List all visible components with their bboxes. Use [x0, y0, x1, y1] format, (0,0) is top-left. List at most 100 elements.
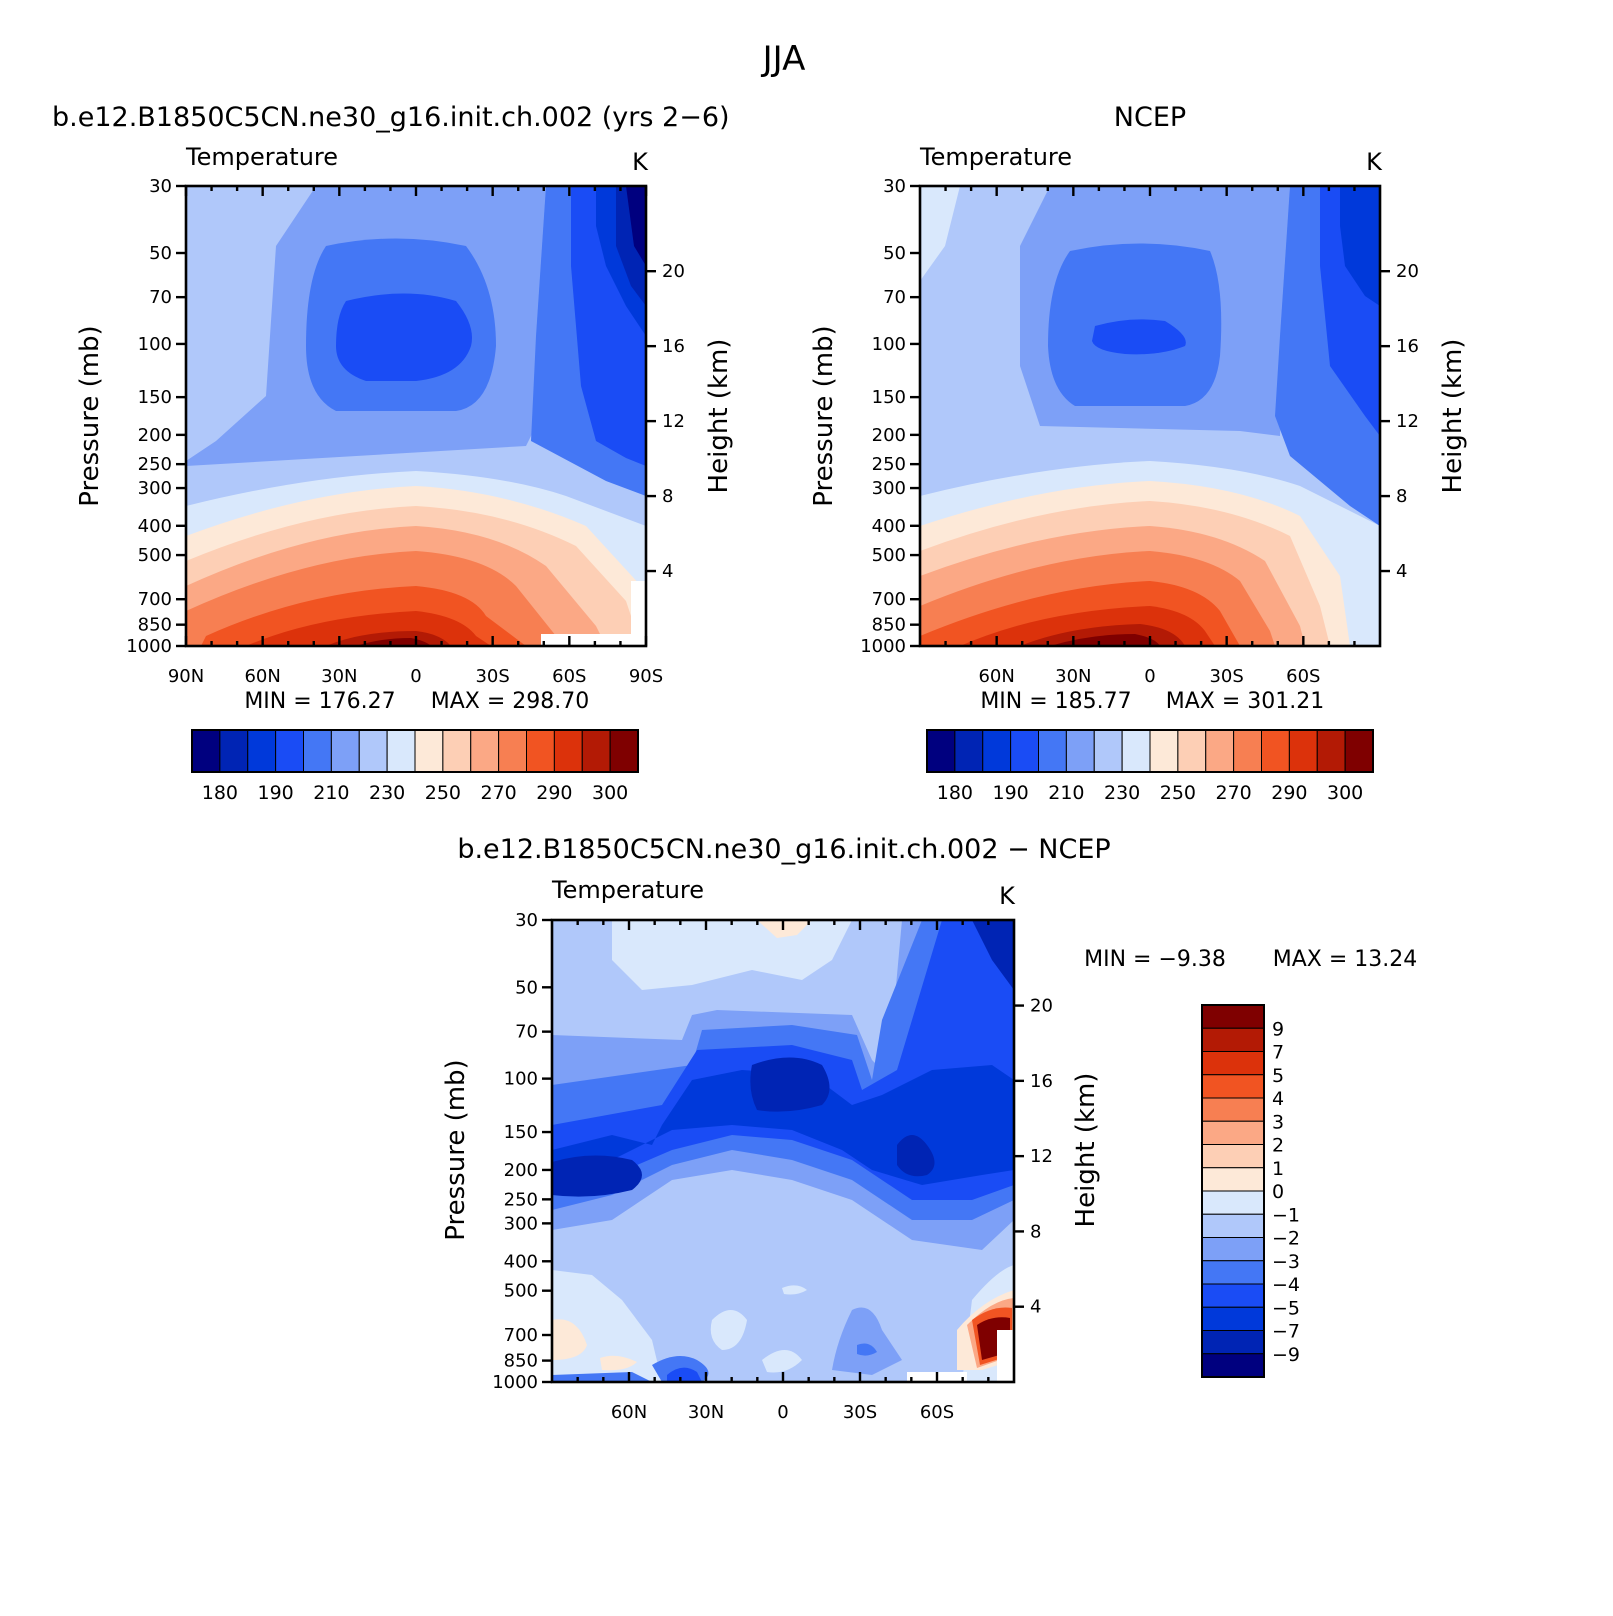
colorbar-label: 210 — [313, 782, 349, 804]
colorbar-swatch — [1344, 729, 1374, 773]
panel-diff-field — [552, 920, 1014, 1382]
panel-obs-ylabel-right: Height (km) — [1438, 339, 1468, 494]
x-tick-label: 60N — [978, 666, 1014, 687]
colorbar-label: 3 — [1272, 1111, 1284, 1133]
y-tick-label: 1000 — [492, 1372, 538, 1393]
colorbar-swatch — [1121, 729, 1151, 773]
panel-diff-variable: Temperature — [551, 876, 704, 904]
panel-model-ylabel-right: Height (km) — [704, 339, 734, 494]
height-tick-label: 12 — [1396, 411, 1419, 432]
x-tick-label: 60N — [244, 666, 280, 687]
panel-model-variable: Temperature — [185, 143, 338, 171]
panel-diff-axes: 3050701001502002503004005007008501000481… — [492, 910, 1053, 1423]
panel-diff: b.e12.B1850C5CN.ne30_g16.init.ch.002 − N… — [441, 834, 1417, 1423]
x-tick-label: 60S — [1286, 666, 1320, 687]
colorbar-swatch — [330, 729, 360, 773]
colorbar-swatch — [1065, 729, 1095, 773]
colorbar-swatch — [1010, 729, 1039, 773]
colorbar-label: −4 — [1272, 1274, 1300, 1296]
height-tick-label: 20 — [1030, 996, 1053, 1017]
height-tick-label: 16 — [1396, 336, 1419, 357]
x-tick-label: 30S — [843, 1402, 877, 1423]
y-tick-label: 100 — [504, 1069, 538, 1090]
colorbar-label: −1 — [1272, 1204, 1300, 1226]
colorbar-swatch — [1201, 1213, 1265, 1238]
colorbar-swatch — [386, 729, 416, 773]
y-tick-label: 200 — [504, 1160, 538, 1181]
height-tick-label: 8 — [1396, 486, 1407, 507]
y-tick-label: 50 — [515, 977, 538, 998]
colorbar-label: 270 — [480, 782, 516, 804]
x-tick-label: 30S — [475, 666, 509, 687]
y-tick-label: 500 — [138, 545, 172, 566]
y-tick-label: 300 — [138, 478, 172, 499]
y-tick-label: 400 — [504, 1251, 538, 1272]
panel-model-units: K — [632, 148, 649, 176]
y-tick-label: 1000 — [126, 636, 172, 657]
y-tick-label: 70 — [515, 1022, 538, 1043]
colorbar-swatch — [1201, 1144, 1265, 1169]
colorbar-frame — [926, 729, 1374, 773]
x-tick-label: 30N — [1055, 666, 1091, 687]
y-tick-label: 250 — [872, 454, 906, 475]
colorbar-label: 1 — [1272, 1158, 1284, 1180]
colorbar-swatch — [1149, 729, 1179, 773]
colorbar-label: 180 — [937, 782, 973, 804]
colorbar-label: 4 — [1272, 1088, 1284, 1110]
height-tick-label: 4 — [662, 561, 673, 582]
y-tick-label: 200 — [872, 425, 906, 446]
y-tick-label: 300 — [504, 1213, 538, 1234]
colorbar-label: 250 — [1160, 782, 1196, 804]
colorbar-swatch — [414, 729, 444, 773]
colorbar-swatch — [358, 729, 388, 773]
colorbar-swatch — [219, 729, 249, 773]
colorbar-label: 230 — [1104, 782, 1140, 804]
colorbar-swatch — [1201, 1330, 1265, 1355]
y-tick-label: 30 — [515, 910, 538, 931]
colorbar-swatch — [1201, 1120, 1265, 1145]
colorbar-swatch — [1201, 1260, 1265, 1285]
height-tick-label: 16 — [662, 336, 685, 357]
colorbar-swatch — [498, 729, 527, 773]
panel-obs-variable: Temperature — [919, 143, 1072, 171]
y-tick-label: 200 — [138, 425, 172, 446]
colorbar-swatch — [1093, 729, 1123, 773]
panel-model: b.e12.B1850C5CN.ne30_g16.init.ch.002 (yr… — [52, 102, 734, 804]
y-tick-label: 250 — [504, 1189, 538, 1210]
colorbar-swatch — [926, 729, 956, 773]
y-tick-label: 700 — [872, 589, 906, 610]
figure-title: JJA — [761, 39, 806, 79]
x-tick-label: 30S — [1209, 666, 1243, 687]
y-tick-label: 30 — [149, 176, 172, 197]
colorbar-swatch — [470, 729, 500, 773]
x-tick-label: 0 — [1144, 666, 1155, 687]
colorbar-swatch — [1316, 729, 1346, 773]
panel-model-colorbar: 180 190 210 230 250 270 290 300 — [191, 729, 639, 804]
panel-diff-min: MIN = −9.38 — [1084, 947, 1226, 972]
colorbar-swatch — [553, 729, 583, 773]
y-tick-label: 400 — [872, 516, 906, 537]
y-tick-label: 400 — [138, 516, 172, 537]
y-tick-label: 50 — [149, 243, 172, 264]
y-tick-label: 300 — [872, 478, 906, 499]
height-tick-label: 4 — [1396, 561, 1407, 582]
panel-obs-units: K — [1366, 148, 1383, 176]
panel-model-field — [186, 186, 646, 646]
height-tick-label: 20 — [662, 261, 685, 282]
y-tick-label: 50 — [883, 243, 906, 264]
colorbar-swatch — [1201, 1190, 1265, 1215]
colorbar-swatch — [275, 729, 304, 773]
colorbar-swatch — [1201, 1306, 1265, 1331]
panel-model-axes: 3050701001502002503004005007008501000481… — [126, 176, 685, 687]
y-tick-label: 1000 — [860, 636, 906, 657]
colorbar-swatch — [1201, 1283, 1265, 1308]
y-tick-label: 70 — [883, 287, 906, 308]
colorbar-swatch — [1201, 1027, 1265, 1052]
x-tick-label: 30N — [321, 666, 357, 687]
panel-model-min: MIN = 176.27 — [244, 689, 395, 714]
colorbar-swatch — [581, 729, 611, 773]
y-tick-label: 500 — [872, 545, 906, 566]
y-tick-label: 700 — [138, 589, 172, 610]
colorbar-label: −5 — [1272, 1297, 1300, 1319]
